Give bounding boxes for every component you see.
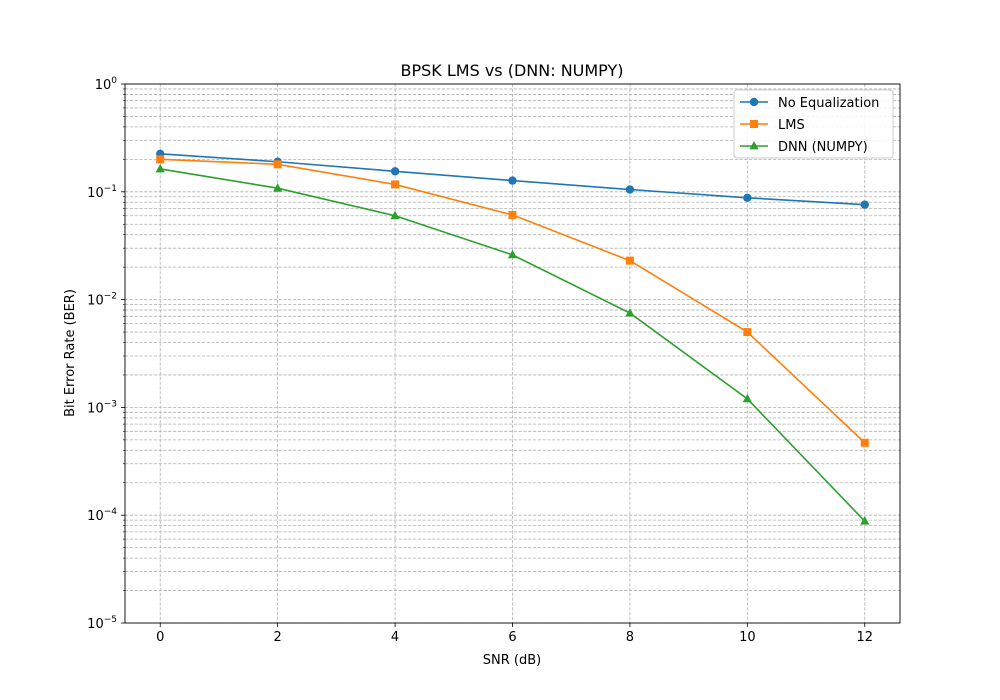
y-tick-base: 10	[87, 509, 104, 524]
data-point	[508, 210, 517, 219]
x-tick-label: 8	[626, 630, 634, 645]
x-tick-label: 10	[739, 630, 756, 645]
y-tick-base: 10	[87, 186, 104, 201]
legend-marker	[749, 141, 759, 150]
data-point	[273, 160, 282, 169]
y-tick-base: 10	[95, 78, 112, 93]
x-axis-label: SNR (dB)	[483, 653, 541, 668]
y-tick-exponent: −4	[104, 507, 118, 517]
y-tick-base: 10	[87, 294, 104, 309]
data-point	[390, 167, 400, 176]
x-tick-label: 2	[274, 630, 282, 645]
data-point	[625, 185, 635, 194]
y-tick-label: 10−2	[87, 292, 117, 309]
data-point	[625, 256, 634, 265]
y-tick-label: 10−1	[87, 184, 117, 201]
data-point	[508, 176, 517, 185]
data-point	[742, 393, 752, 403]
data-point	[390, 210, 400, 220]
data-point	[743, 193, 752, 202]
y-axis-label: Bit Error Rate (BER)	[63, 289, 78, 417]
y-tick-label: 10−4	[87, 507, 117, 524]
data-point	[743, 328, 752, 337]
y-tick-base: 10	[87, 617, 104, 632]
y-tick-exponent: −3	[104, 399, 117, 409]
chart-title: BPSK LMS vs (DNN: NUMPY)	[401, 61, 624, 80]
legend-entry: DNN (NUMPY)	[740, 140, 868, 155]
legend: No Equalization LMS DNN (NUMPY)	[733, 89, 894, 159]
plot-frame	[124, 83, 901, 624]
y-tick-label: 10−3	[87, 399, 117, 416]
legend-marker	[749, 97, 759, 107]
legend-box	[733, 89, 894, 159]
y-tick-exponent: −1	[104, 184, 117, 194]
y-tick-label: 10−5	[87, 615, 117, 632]
y-tick-exponent: −5	[104, 615, 117, 625]
x-tick-label: 12	[856, 630, 873, 645]
data-point	[273, 183, 283, 192]
data-point	[625, 308, 635, 317]
legend-entry: LMS	[740, 118, 805, 133]
data-point	[391, 180, 400, 189]
series-triangle	[155, 163, 870, 525]
data-point	[860, 200, 869, 209]
legend-label: No Equalization	[778, 96, 879, 111]
y-tick-label: 100	[95, 76, 118, 93]
legend-entry: No Equalization	[740, 96, 879, 111]
legend-label: DNN (NUMPY)	[778, 140, 868, 155]
data-point	[155, 163, 165, 173]
x-tick-label: 4	[391, 630, 399, 645]
y-tick-base: 10	[87, 401, 104, 416]
legend-label: LMS	[778, 118, 805, 133]
x-tick-label: 0	[156, 630, 164, 645]
data-point	[860, 516, 870, 525]
y-tick-exponent: 0	[111, 76, 117, 86]
data-point	[860, 438, 869, 447]
series-square	[156, 155, 869, 447]
legend-marker	[750, 120, 758, 128]
grid	[125, 83, 900, 624]
data-point	[156, 155, 165, 164]
series-layer	[155, 149, 870, 525]
data-point	[507, 249, 518, 259]
y-tick-exponent: −2	[104, 292, 117, 302]
x-tick-label: 6	[508, 630, 516, 645]
